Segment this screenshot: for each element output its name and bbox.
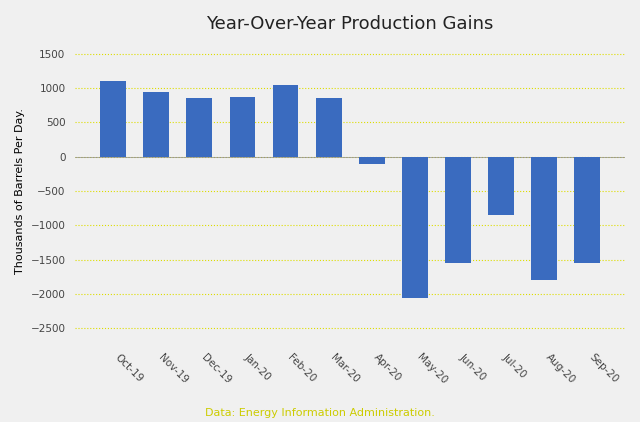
Bar (402, 157, 428, 298)
Bar (230, 97, 255, 157)
Bar (143, 92, 169, 157)
Bar (100, 81, 126, 157)
Bar (273, 85, 298, 157)
Bar (574, 157, 600, 263)
Y-axis label: Thousands of Barrels Per Day.: Thousands of Barrels Per Day. (15, 108, 25, 274)
Bar (531, 157, 557, 280)
Bar (359, 157, 385, 164)
Text: Data: Energy Information Administration.: Data: Energy Information Administration. (205, 408, 435, 418)
Bar (488, 157, 514, 215)
Bar (186, 98, 212, 157)
Title: Year-Over-Year Production Gains: Year-Over-Year Production Gains (207, 15, 494, 33)
Bar (316, 98, 342, 157)
Bar (445, 157, 471, 263)
